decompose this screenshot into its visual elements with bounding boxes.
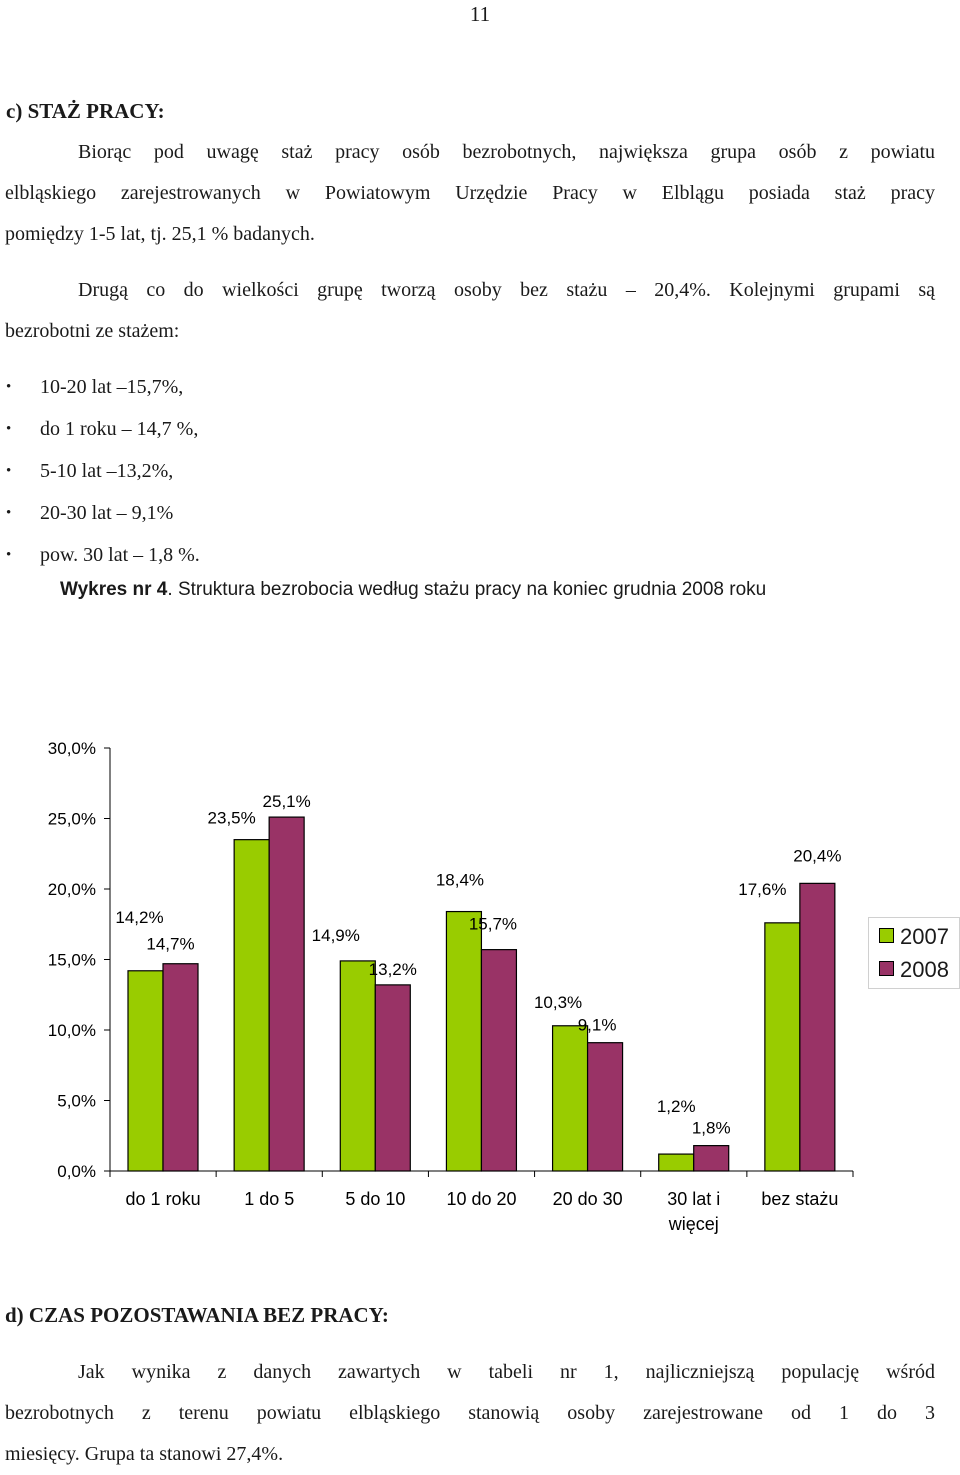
chart-caption: Wykres nr 4. Struktura bezrobocia według… bbox=[60, 579, 766, 601]
x-tick-label: więcej bbox=[668, 1214, 719, 1234]
bar bbox=[233, 839, 270, 1172]
data-label: 14,7% bbox=[146, 935, 194, 954]
x-tick-label: 10 do 20 bbox=[446, 1189, 516, 1209]
data-label: 14,2% bbox=[115, 908, 163, 927]
x-tick-label: 1 do 5 bbox=[244, 1189, 294, 1209]
data-label: 1,2% bbox=[657, 1097, 696, 1116]
list-item: do 1 roku – 14,7 %, bbox=[6, 408, 200, 450]
chart-legend: 2007 2008 bbox=[868, 917, 960, 989]
data-label: 23,5% bbox=[208, 809, 256, 828]
bar bbox=[658, 1153, 695, 1172]
list-item: pow. 30 lat – 1,8 %. bbox=[6, 534, 200, 576]
legend-label-2007: 2007 bbox=[900, 924, 949, 949]
bar bbox=[551, 1025, 589, 1172]
list-item: 5-10 lat –13,2%, bbox=[6, 450, 200, 492]
legend-item-2008: 2008 bbox=[879, 957, 949, 983]
data-label: 9,1% bbox=[578, 1016, 617, 1035]
section-c-heading: c) STAŻ PRACY: bbox=[6, 99, 165, 123]
x-tick-label: 5 do 10 bbox=[345, 1189, 405, 1209]
y-tick-label: 30,0% bbox=[48, 739, 96, 758]
section-c-paragraph-1: Biorąc pod uwagę staż pracy osób bezrobo… bbox=[5, 132, 935, 255]
x-tick-label: bez stażu bbox=[761, 1189, 838, 1209]
section-c-paragraph-2: Drugą co do wielkości grupę tworzą osoby… bbox=[5, 270, 935, 352]
section-d-paragraph: Jak wynika z danych zawartych w tabeli n… bbox=[5, 1352, 935, 1475]
data-label: 25,1% bbox=[263, 792, 311, 811]
x-tick-label: 20 do 30 bbox=[553, 1189, 623, 1209]
paragraph-line: Jak wynika z danych zawartych w tabeli n… bbox=[78, 1361, 935, 1383]
bar bbox=[764, 922, 801, 1172]
list-item: 10-20 lat –15,7%, bbox=[6, 366, 200, 408]
y-tick-label: 25,0% bbox=[48, 810, 96, 829]
legend-swatch-2007 bbox=[879, 928, 894, 943]
legend-item-2007: 2007 bbox=[879, 924, 949, 950]
y-tick-label: 20,0% bbox=[48, 880, 96, 899]
paragraph-line: bezrobotni ze stażem: bbox=[5, 320, 180, 342]
data-label: 15,7% bbox=[469, 915, 517, 934]
y-tick-label: 0,0% bbox=[57, 1162, 96, 1181]
paragraph-line: pomiędzy 1-5 lat, tj. 25,1 % badanych. bbox=[5, 223, 315, 245]
data-label: 17,6% bbox=[738, 880, 786, 899]
data-label: 13,2% bbox=[369, 960, 417, 979]
section-d-heading: d) CZAS POZOSTAWANIA BEZ PRACY: bbox=[5, 1303, 389, 1327]
data-label: 10,3% bbox=[534, 993, 582, 1012]
paragraph-line: miesięcy. Grupa ta stanowi 27,4%. bbox=[5, 1443, 284, 1465]
data-label: 20,4% bbox=[793, 846, 841, 865]
bar-chart: 0,0% 5,0% 10,0% 15,0% 20,0% 25,0% 30,0% 14,2% 14… bbox=[48, 739, 854, 1234]
page-number: 11 bbox=[469, 2, 491, 26]
x-tick-label: do 1 roku bbox=[126, 1189, 201, 1209]
y-tick-label: 10,0% bbox=[48, 1021, 96, 1040]
paragraph-line: Biorąc pod uwagę staż pracy osób bezrobo… bbox=[78, 141, 935, 163]
paragraph-line: elbląskiego zarejestrowanych w Powiatowy… bbox=[5, 182, 935, 204]
bar bbox=[586, 1042, 624, 1172]
y-tick-label: 5,0% bbox=[57, 1092, 96, 1111]
y-tick-label: 15,0% bbox=[48, 951, 96, 970]
bar bbox=[799, 882, 836, 1172]
chart-caption-text: . Struktura bezrobocia według stażu prac… bbox=[167, 579, 767, 600]
seniority-list: 10-20 lat –15,7%, do 1 roku – 14,7 %, 5-… bbox=[6, 366, 200, 576]
x-tick-label: 30 lat i bbox=[667, 1189, 720, 1209]
bar bbox=[374, 984, 411, 1172]
list-item: 20-30 lat – 9,1% bbox=[6, 492, 200, 534]
bar bbox=[445, 910, 483, 1172]
bar bbox=[693, 1145, 730, 1172]
data-label: 14,9% bbox=[312, 926, 360, 945]
chart-caption-label: Wykres nr 4 bbox=[60, 579, 168, 600]
bar bbox=[268, 816, 305, 1172]
bar bbox=[339, 960, 376, 1172]
data-label: 18,4% bbox=[436, 871, 484, 890]
paragraph-line: Drugą co do wielkości grupę tworzą osoby… bbox=[78, 279, 935, 301]
data-label: 1,8% bbox=[692, 1119, 731, 1138]
bar bbox=[162, 963, 199, 1172]
bar bbox=[480, 949, 518, 1172]
legend-label-2008: 2008 bbox=[900, 957, 949, 982]
legend-swatch-2008 bbox=[879, 961, 894, 976]
paragraph-line: bezrobotnych z terenu powiatu elbląskieg… bbox=[5, 1402, 935, 1424]
bar bbox=[127, 970, 164, 1172]
